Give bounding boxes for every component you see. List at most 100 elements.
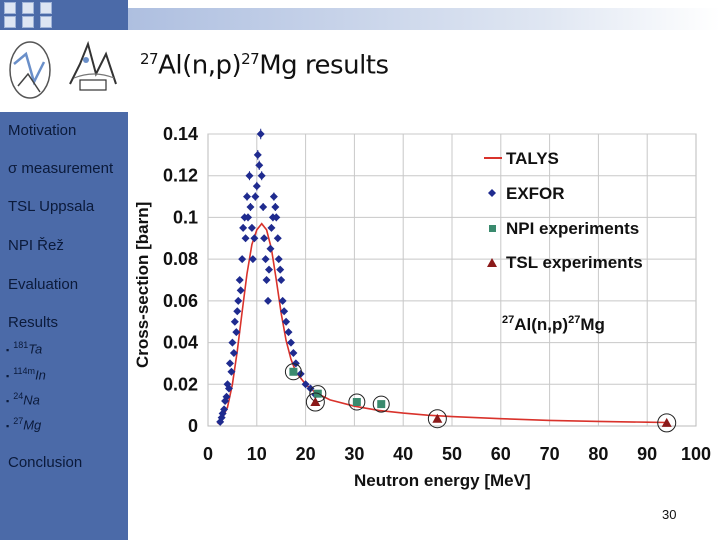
exfor-point [276, 265, 285, 274]
exfor-point [220, 405, 229, 414]
exfor-point [262, 276, 271, 284]
exfor-point [259, 203, 268, 211]
exfor-point [243, 192, 252, 201]
npi-point [289, 367, 298, 376]
exfor-point [261, 255, 270, 264]
x-tick-label: 100 [681, 444, 711, 464]
page-title: 27Al(n,p)27Mg results [140, 50, 389, 81]
exfor-point [267, 223, 276, 232]
x-tick-label: 70 [540, 444, 560, 464]
y-axis-label: Cross-section [barn] [133, 202, 152, 368]
y-tick-label: 0.1 [173, 207, 198, 227]
y-tick-label: 0.06 [163, 291, 198, 311]
exfor-point [250, 234, 259, 243]
legend-exfor: EXFOR [506, 184, 565, 203]
exfor-point [284, 328, 293, 337]
x-tick-label: 40 [393, 444, 413, 464]
exfor-point [228, 338, 237, 347]
exfor-point [273, 234, 282, 243]
y-tick-label: 0.02 [163, 374, 198, 394]
header-bar [128, 8, 720, 30]
chart-grid [207, 133, 697, 427]
sidebar-item-npi-rez[interactable]: NPI Řež [8, 237, 64, 254]
x-tick-label: 20 [296, 444, 316, 464]
exfor-point [233, 307, 242, 316]
talys-line [217, 222, 667, 425]
npi-circle [348, 393, 366, 411]
chart-legend: TALYS EXFOR NPI experiments TSL experime… [484, 149, 643, 272]
exfor-point [256, 130, 265, 138]
exfor-point [247, 223, 256, 232]
exfor-point [271, 203, 280, 211]
exfor-point [264, 296, 273, 305]
exfor-point [260, 234, 269, 243]
exfor-point [238, 255, 247, 264]
exfor-point [253, 150, 262, 159]
y-tick-label: 0 [188, 416, 198, 436]
talys-series [217, 222, 667, 425]
x-tick-label: 90 [637, 444, 657, 464]
tsl-point [661, 417, 672, 427]
x-tick-label: 30 [344, 444, 364, 464]
x-tick-labels: 0 10 20 30 40 50 60 70 80 90 100 [203, 444, 711, 464]
exfor-point [280, 307, 289, 316]
exfor-point [245, 171, 254, 180]
lab-logo-icon [69, 40, 117, 91]
sidebar-item-conclusion[interactable]: Conclusion [8, 454, 83, 471]
exfor-point [229, 349, 238, 357]
sidebar-item-motivation[interactable]: Motivation [8, 122, 77, 139]
exfor-point [222, 392, 231, 401]
x-tick-label: 10 [247, 444, 267, 464]
exfor-point [272, 213, 281, 222]
y-tick-label: 0.14 [163, 124, 198, 144]
npi-circle [284, 363, 302, 381]
tsl-circle [305, 392, 325, 412]
exfor-point [246, 203, 255, 211]
x-tick-label: 80 [588, 444, 608, 464]
exfor-point [277, 276, 286, 284]
institute-logo-icon [9, 41, 51, 99]
exfor-point [252, 182, 261, 191]
npi-series [284, 363, 390, 413]
y-tick-label: 0.04 [163, 333, 198, 353]
sidebar-subitem-na[interactable]: ▪24Na [6, 391, 40, 408]
exfor-point [266, 244, 275, 253]
exfor-point [255, 161, 264, 170]
tsl-circle [427, 409, 447, 429]
exfor-point [251, 192, 260, 201]
tsl-series [305, 392, 677, 433]
y-tick-labels: 0 0.02 0.04 0.06 0.08 0.1 0.12 0.14 [163, 124, 198, 436]
exfor-series [216, 128, 320, 426]
x-tick-label: 0 [203, 444, 213, 464]
decorative-squares [0, 0, 128, 30]
exfor-point [301, 380, 310, 389]
sidebar-subitem-mg[interactable]: ▪27Mg [6, 416, 42, 433]
sidebar-subitem-in[interactable]: ▪114mIn [6, 366, 46, 383]
cross-section-chart: 0 0.02 0.04 0.06 0.08 0.1 0.12 0.14 0 10 20 30 40 50… [133, 124, 711, 490]
exfor-point [269, 192, 278, 201]
exfor-point [289, 349, 298, 357]
legend-talys: TALYS [506, 149, 559, 168]
tsl-circle [657, 413, 677, 433]
page-number: 30 [662, 507, 677, 522]
exfor-point [257, 171, 266, 180]
y-tick-label: 0.12 [163, 166, 198, 186]
sidebar-subitem-ta[interactable]: ▪181Ta [6, 340, 43, 357]
sidebar-item-tsl-uppsala[interactable]: TSL Uppsala [8, 198, 95, 215]
sidebar-item-measurement[interactable]: σ measurement [8, 160, 114, 177]
exfor-point [274, 255, 283, 264]
tsl-point [432, 413, 443, 423]
exfor-point [265, 265, 273, 274]
exfor-point [306, 384, 315, 393]
npi-point [377, 400, 386, 409]
legend-tsl: TSL experiments [506, 253, 643, 272]
exfor-point [286, 338, 295, 347]
x-tick-label: 60 [491, 444, 511, 464]
exfor-point [232, 328, 241, 337]
sidebar-item-evaluation[interactable]: Evaluation [8, 276, 79, 293]
sidebar-item-results[interactable]: Results [8, 314, 59, 331]
exfor-point [235, 276, 244, 284]
exfor-point [239, 223, 248, 232]
exfor-point [225, 359, 234, 368]
exfor-point [236, 286, 245, 295]
